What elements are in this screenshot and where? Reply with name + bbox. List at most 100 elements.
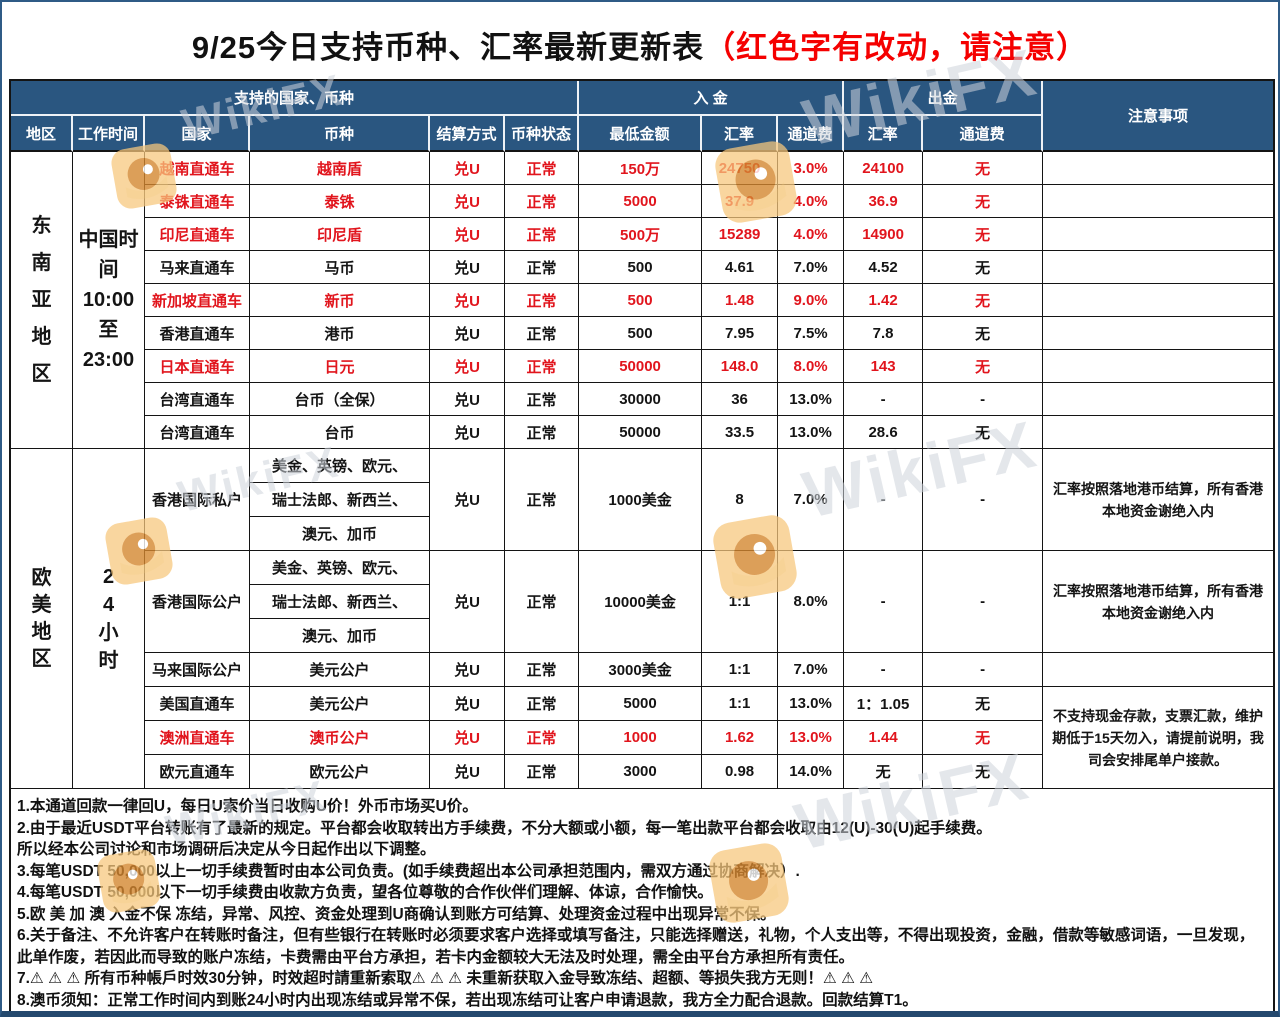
cell-fee-out: 无 <box>923 317 1044 350</box>
cell-fee-out: 无 <box>923 218 1044 251</box>
cell-rate-in: 148.0 <box>702 350 779 383</box>
cell-country: 台湾直通车 <box>145 416 250 449</box>
cell-fee-out: - <box>923 653 1044 687</box>
cell-rate-out: 1.42 <box>844 284 924 317</box>
cell-rate-out: 143 <box>844 350 924 383</box>
cell-settle: 兑U <box>430 251 505 284</box>
cell-settle: 兑U <box>430 687 505 721</box>
header-settle: 结算方式 <box>430 116 505 152</box>
cell-country: 台湾直通车 <box>145 383 250 416</box>
cell-rate-in: 1:1 <box>702 653 779 687</box>
cell-fee-in: 13.0% <box>778 383 845 416</box>
cell-currency: 台币（全保） <box>250 383 430 416</box>
table-row: 澳元、加币 <box>11 517 1273 551</box>
cell-fee-out: 无 <box>923 284 1044 317</box>
cell-country: 泰铢直通车 <box>145 185 250 218</box>
table-row: 东 南 亚 地 区 中国时 间 10:00 至 23:00 越南直通车 越南盾 … <box>11 152 1273 449</box>
cell-min: 50000 <box>579 350 703 383</box>
cell-fee-out: - <box>923 449 1044 551</box>
footnote-line: 6.关于备注、不允许客户在转账时备注，但有些银行在转账时必须要求客户选择或填写备… <box>17 927 1255 966</box>
cell-rate-in: 24750 <box>702 152 779 185</box>
cell-country: 马来国际公户 <box>145 653 250 687</box>
cell-currency: 马币 <box>250 251 430 284</box>
cell-note <box>1043 350 1273 383</box>
cell-rate-out: 4.52 <box>844 251 924 284</box>
header-status: 币种状态 <box>505 116 580 152</box>
cell-settle: 兑U <box>430 218 505 251</box>
worktime-sea-label: 中国时 间 10:00 至 23:00 <box>73 152 145 449</box>
cell-status: 正常 <box>505 185 580 218</box>
footnote-line: 1.本通道回款一律回U，每日U索价当日收购U价！外币市场买U价。 <box>17 798 478 815</box>
table-row: 澳洲直通车 澳币公户 兑U 正常 1000 1.62 13.0% 1.44 无 <box>11 721 1273 755</box>
table-row: 美国直通车 美元公户 兑U 正常 5000 1:1 13.0% 1：1.05 无… <box>11 687 1273 789</box>
cell-currency: 美元公户 <box>250 653 430 687</box>
cell-currency: 港币 <box>250 317 430 350</box>
cell-min: 150万 <box>579 152 703 185</box>
header-group-withdraw: 出金 <box>844 81 1044 116</box>
cell-fee-out: 无 <box>923 416 1044 449</box>
cell-fee-in: 7.5% <box>778 317 845 350</box>
cell-status: 正常 <box>505 416 580 449</box>
cell-rate-in: 15289 <box>702 218 779 251</box>
cell-rate-in: 33.5 <box>702 416 779 449</box>
cell-country: 香港国际私户 <box>145 449 250 551</box>
cell-min: 30000 <box>579 383 703 416</box>
cell-settle: 兑U <box>430 152 505 185</box>
header-rate-in: 汇率 <box>702 116 779 152</box>
cell-rate-in: 1.48 <box>702 284 779 317</box>
cell-min: 500万 <box>579 218 703 251</box>
cell-settle: 兑U <box>430 551 505 653</box>
cell-country: 新加坡直通车 <box>145 284 250 317</box>
cell-status: 正常 <box>505 152 580 185</box>
footnote-line: 所以经本公司讨论和市场调研后决定从今日起作出以下调整。 <box>17 841 436 858</box>
cell-status: 正常 <box>505 251 580 284</box>
header-worktime: 工作时间 <box>73 116 145 152</box>
cell-settle: 兑U <box>430 653 505 687</box>
cell-min: 3000 <box>579 755 703 789</box>
cell-fee-in: 8.0% <box>778 350 845 383</box>
cell-fee-in: 13.0% <box>778 721 845 755</box>
cell-settle: 兑U <box>430 383 505 416</box>
header-fee-out: 通道费 <box>923 116 1044 152</box>
title-main: 9/25今日支持币种、汇率最新更新表 <box>191 29 705 65</box>
footnote-line: 2.由于最近USDT平台转账有了最新的规定。平台都会收取转出方手续费，不分大额或… <box>17 819 992 837</box>
cell-min: 5000 <box>579 687 703 721</box>
cell-rate-in: 8 <box>702 449 779 551</box>
cell-country: 越南直通车 <box>145 152 250 185</box>
footer-notes: 1.本通道回款一律回U，每日U索价当日收购U价！外币市场买U价。 2.由于最近U… <box>11 789 1273 1011</box>
header-rate-out: 汇率 <box>844 116 924 152</box>
rates-table: 支持的国家、币种 入 金 出金 注意事项 地区 工作时间 国家 币种 结算方式 … <box>11 81 1273 789</box>
cell-status: 正常 <box>505 317 580 350</box>
cell-settle: 兑U <box>430 350 505 383</box>
cell-fee-in: 14.0% <box>778 755 845 789</box>
table-row: 瑞士法郎、新西兰、 <box>11 585 1273 619</box>
region-eu-label: 欧 美 地 区 <box>11 449 73 789</box>
cell-country: 香港国际公户 <box>145 551 250 653</box>
footnote-line: 4.每笔USDT 50,000以下一切手续费由收款方负责，望各位尊敬的合作伙伴们… <box>17 884 713 901</box>
cell-min: 500 <box>579 251 703 284</box>
cell-note: 不支持现金存款，支票汇款，维护期低于15天勿入，请提前说明，我司会安排尾单户接款… <box>1043 687 1273 789</box>
header-min-amount: 最低金额 <box>579 116 703 152</box>
header-notes: 注意事项 <box>1043 81 1273 152</box>
cell-country: 澳洲直通车 <box>145 721 250 755</box>
table-row: 泰铢直通车 泰铢 兑U 正常 5000 37.9 4.0% 36.9 无 <box>11 185 1273 218</box>
table-row: 台湾直通车 台币（全保） 兑U 正常 30000 36 13.0% - - <box>11 383 1273 416</box>
cell-currency: 泰铢 <box>250 185 430 218</box>
cell-note <box>1043 383 1273 416</box>
cell-rate-in: 0.98 <box>702 755 779 789</box>
footnote-line: 3.每笔USDT 50,000以上一切手续费暂时由本公司负责。(如手续费超出本公… <box>17 862 800 880</box>
cell-rate-in: 1.62 <box>702 721 779 755</box>
cell-status: 正常 <box>505 218 580 251</box>
cell-fee-out: 无 <box>923 251 1044 284</box>
table-row: 日本直通车 日元 兑U 正常 50000 148.0 8.0% 143 无 <box>11 350 1273 383</box>
footnote-line: 5.欧 美 加 澳 入金不保 冻结，异常、风控、资金处理到U商确认到账方可结算、… <box>17 905 776 923</box>
cell-min: 500 <box>579 317 703 350</box>
cell-settle: 兑U <box>430 284 505 317</box>
cell-rate-out: 28.6 <box>844 416 924 449</box>
cell-note: 汇率按照落地港币结算，所有香港本地资金谢绝入内 <box>1043 551 1273 653</box>
header-country: 国家 <box>145 116 250 152</box>
table-row: 欧 美 地 区 2 4 小 时 香港国际私户 美金、英镑、欧元、 兑U 正常 1… <box>11 449 1273 789</box>
cell-settle: 兑U <box>430 449 505 551</box>
cell-fee-in: 8.0% <box>778 551 845 653</box>
